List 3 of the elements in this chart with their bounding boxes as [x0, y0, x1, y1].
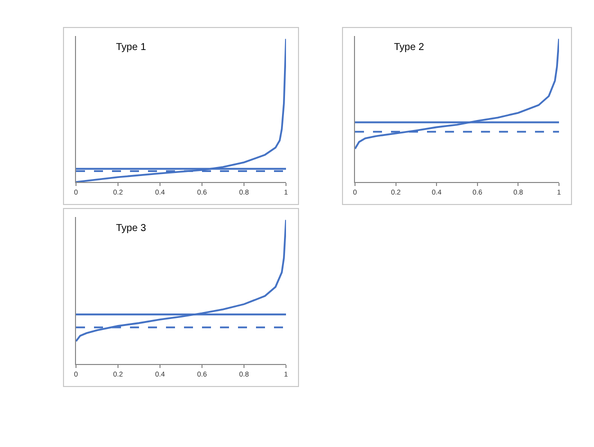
annotation: Type 1 — [116, 42, 146, 53]
annotation: Type 2 — [394, 42, 424, 53]
annotation: Type 3 — [116, 223, 146, 234]
